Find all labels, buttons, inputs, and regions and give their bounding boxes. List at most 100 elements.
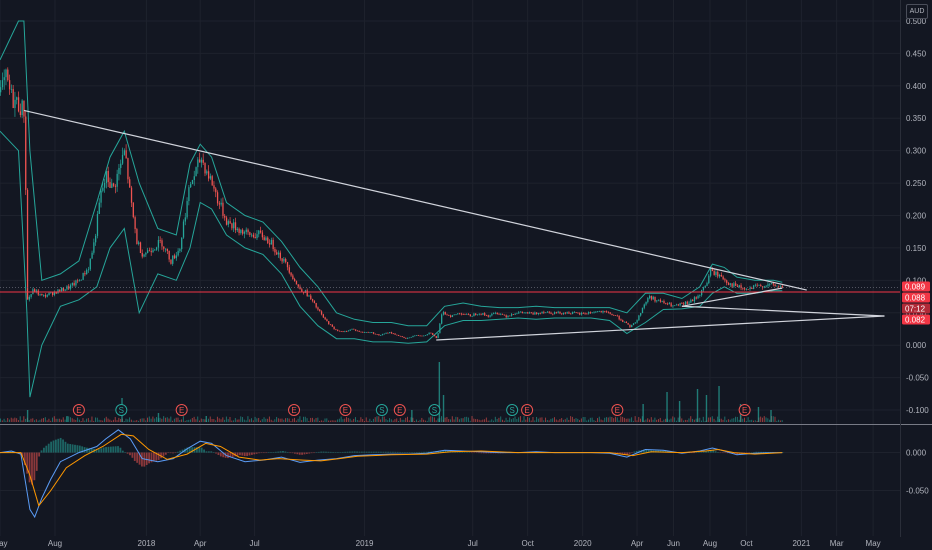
event-circle[interactable] <box>375 404 388 416</box>
histogram-bar <box>239 452 241 456</box>
candle-body <box>726 280 728 283</box>
candle-body <box>659 299 662 302</box>
histogram-bar <box>71 444 74 453</box>
histogram-bar <box>191 447 194 453</box>
trendline[interactable] <box>681 305 885 317</box>
candle-body <box>353 328 355 330</box>
event-circle[interactable] <box>288 404 301 416</box>
earnings-event-marker[interactable]: E <box>521 404 534 416</box>
trendline[interactable] <box>681 287 783 307</box>
currency-badge[interactable]: AUD <box>906 4 928 19</box>
time-axis[interactable]: May Aug 2018 Apr Jul 2019 Jul Oct 2020 Apr Jun Aug O… <box>0 539 881 548</box>
candle-body <box>744 288 746 290</box>
volume-bar <box>374 417 376 422</box>
time-tick-label: Oct <box>740 539 753 548</box>
histogram-bar <box>200 447 203 453</box>
volume-bar <box>552 418 554 422</box>
earnings-event-marker[interactable]: E <box>288 404 301 416</box>
volume-bar <box>571 416 573 422</box>
event-circle[interactable] <box>72 404 85 416</box>
histogram-bar <box>709 450 712 453</box>
histogram-bar <box>473 452 476 454</box>
candle-body <box>527 312 529 314</box>
pane-separator[interactable] <box>0 0 932 537</box>
split-event-marker[interactable]: S <box>375 404 388 416</box>
volume-bar <box>760 416 762 422</box>
volume-bar <box>514 416 516 422</box>
trendline[interactable] <box>23 109 807 291</box>
candle-body <box>620 319 622 321</box>
candle-body <box>34 289 36 293</box>
candle-body <box>199 159 201 163</box>
event-circle[interactable] <box>506 404 519 416</box>
volume-bar <box>491 419 493 422</box>
volume-bar <box>297 418 299 422</box>
histogram-bar <box>482 452 485 454</box>
earnings-event-marker[interactable]: E <box>72 404 85 416</box>
split-event-marker[interactable]: S <box>115 404 128 416</box>
volume-bar <box>736 416 738 422</box>
time-tick-label: Oct <box>521 539 534 548</box>
candle-body <box>742 287 744 289</box>
candle-body <box>206 171 208 174</box>
earnings-event-marker[interactable]: E <box>339 404 352 416</box>
split-event-marker[interactable]: S <box>428 404 441 416</box>
candle-body <box>365 332 368 333</box>
histogram-bar <box>50 441 52 453</box>
candle-body <box>100 190 102 203</box>
candle-body <box>665 303 667 305</box>
candle-body <box>480 313 482 315</box>
candle-body <box>340 331 342 332</box>
volume-bar <box>37 420 39 422</box>
candle-body <box>19 111 22 116</box>
volume-bar <box>693 419 695 422</box>
split-event-marker[interactable]: S <box>506 404 519 416</box>
volume-bar <box>455 416 457 422</box>
histogram-bar <box>100 448 103 453</box>
candle-body <box>485 315 488 317</box>
candle-body <box>294 279 296 282</box>
candle-body <box>229 221 231 224</box>
candle-body <box>770 283 773 285</box>
event-circle[interactable] <box>115 404 128 416</box>
earnings-event-marker[interactable]: E <box>393 404 406 416</box>
volume-bar <box>338 418 340 422</box>
histogram-bar <box>695 452 698 453</box>
event-circle[interactable] <box>428 404 441 416</box>
event-circle[interactable] <box>339 404 352 416</box>
earnings-event-marker[interactable]: E <box>738 404 751 416</box>
candle-body <box>8 80 11 90</box>
event-circle[interactable] <box>521 404 534 416</box>
volume-bar <box>770 410 772 422</box>
event-circle[interactable] <box>393 404 406 416</box>
oscillator-axis[interactable]: 0.000 -0.050 <box>906 449 929 496</box>
earnings-event-marker[interactable]: E <box>611 404 624 416</box>
trendline[interactable] <box>436 315 885 341</box>
volume-bar <box>155 417 157 422</box>
histogram-bar <box>160 452 162 459</box>
volume-bar <box>263 417 265 422</box>
candle-body <box>512 314 515 315</box>
candle-body <box>220 202 222 205</box>
volume-bar <box>415 419 417 422</box>
earnings-event-marker[interactable]: E <box>175 404 188 416</box>
candle-body <box>498 313 500 315</box>
price-axis[interactable]: 0.500 0.450 0.400 0.350 0.300 0.250 0.200 0.150… <box>906 17 929 415</box>
volume-bar <box>371 420 373 422</box>
volume-bar <box>222 417 224 422</box>
volume-bar <box>12 418 14 422</box>
candle-body <box>265 237 267 241</box>
event-circle[interactable] <box>611 404 624 416</box>
candle-body <box>778 285 780 287</box>
volume-bar <box>168 418 170 422</box>
candle-body <box>369 332 371 334</box>
candle-body <box>455 314 457 315</box>
price-tag-bg <box>902 281 930 292</box>
trendlines[interactable] <box>23 109 885 341</box>
volume-bar <box>231 420 233 422</box>
event-circle[interactable] <box>175 404 188 416</box>
volume-bar <box>75 419 77 422</box>
event-circle[interactable] <box>738 404 751 416</box>
